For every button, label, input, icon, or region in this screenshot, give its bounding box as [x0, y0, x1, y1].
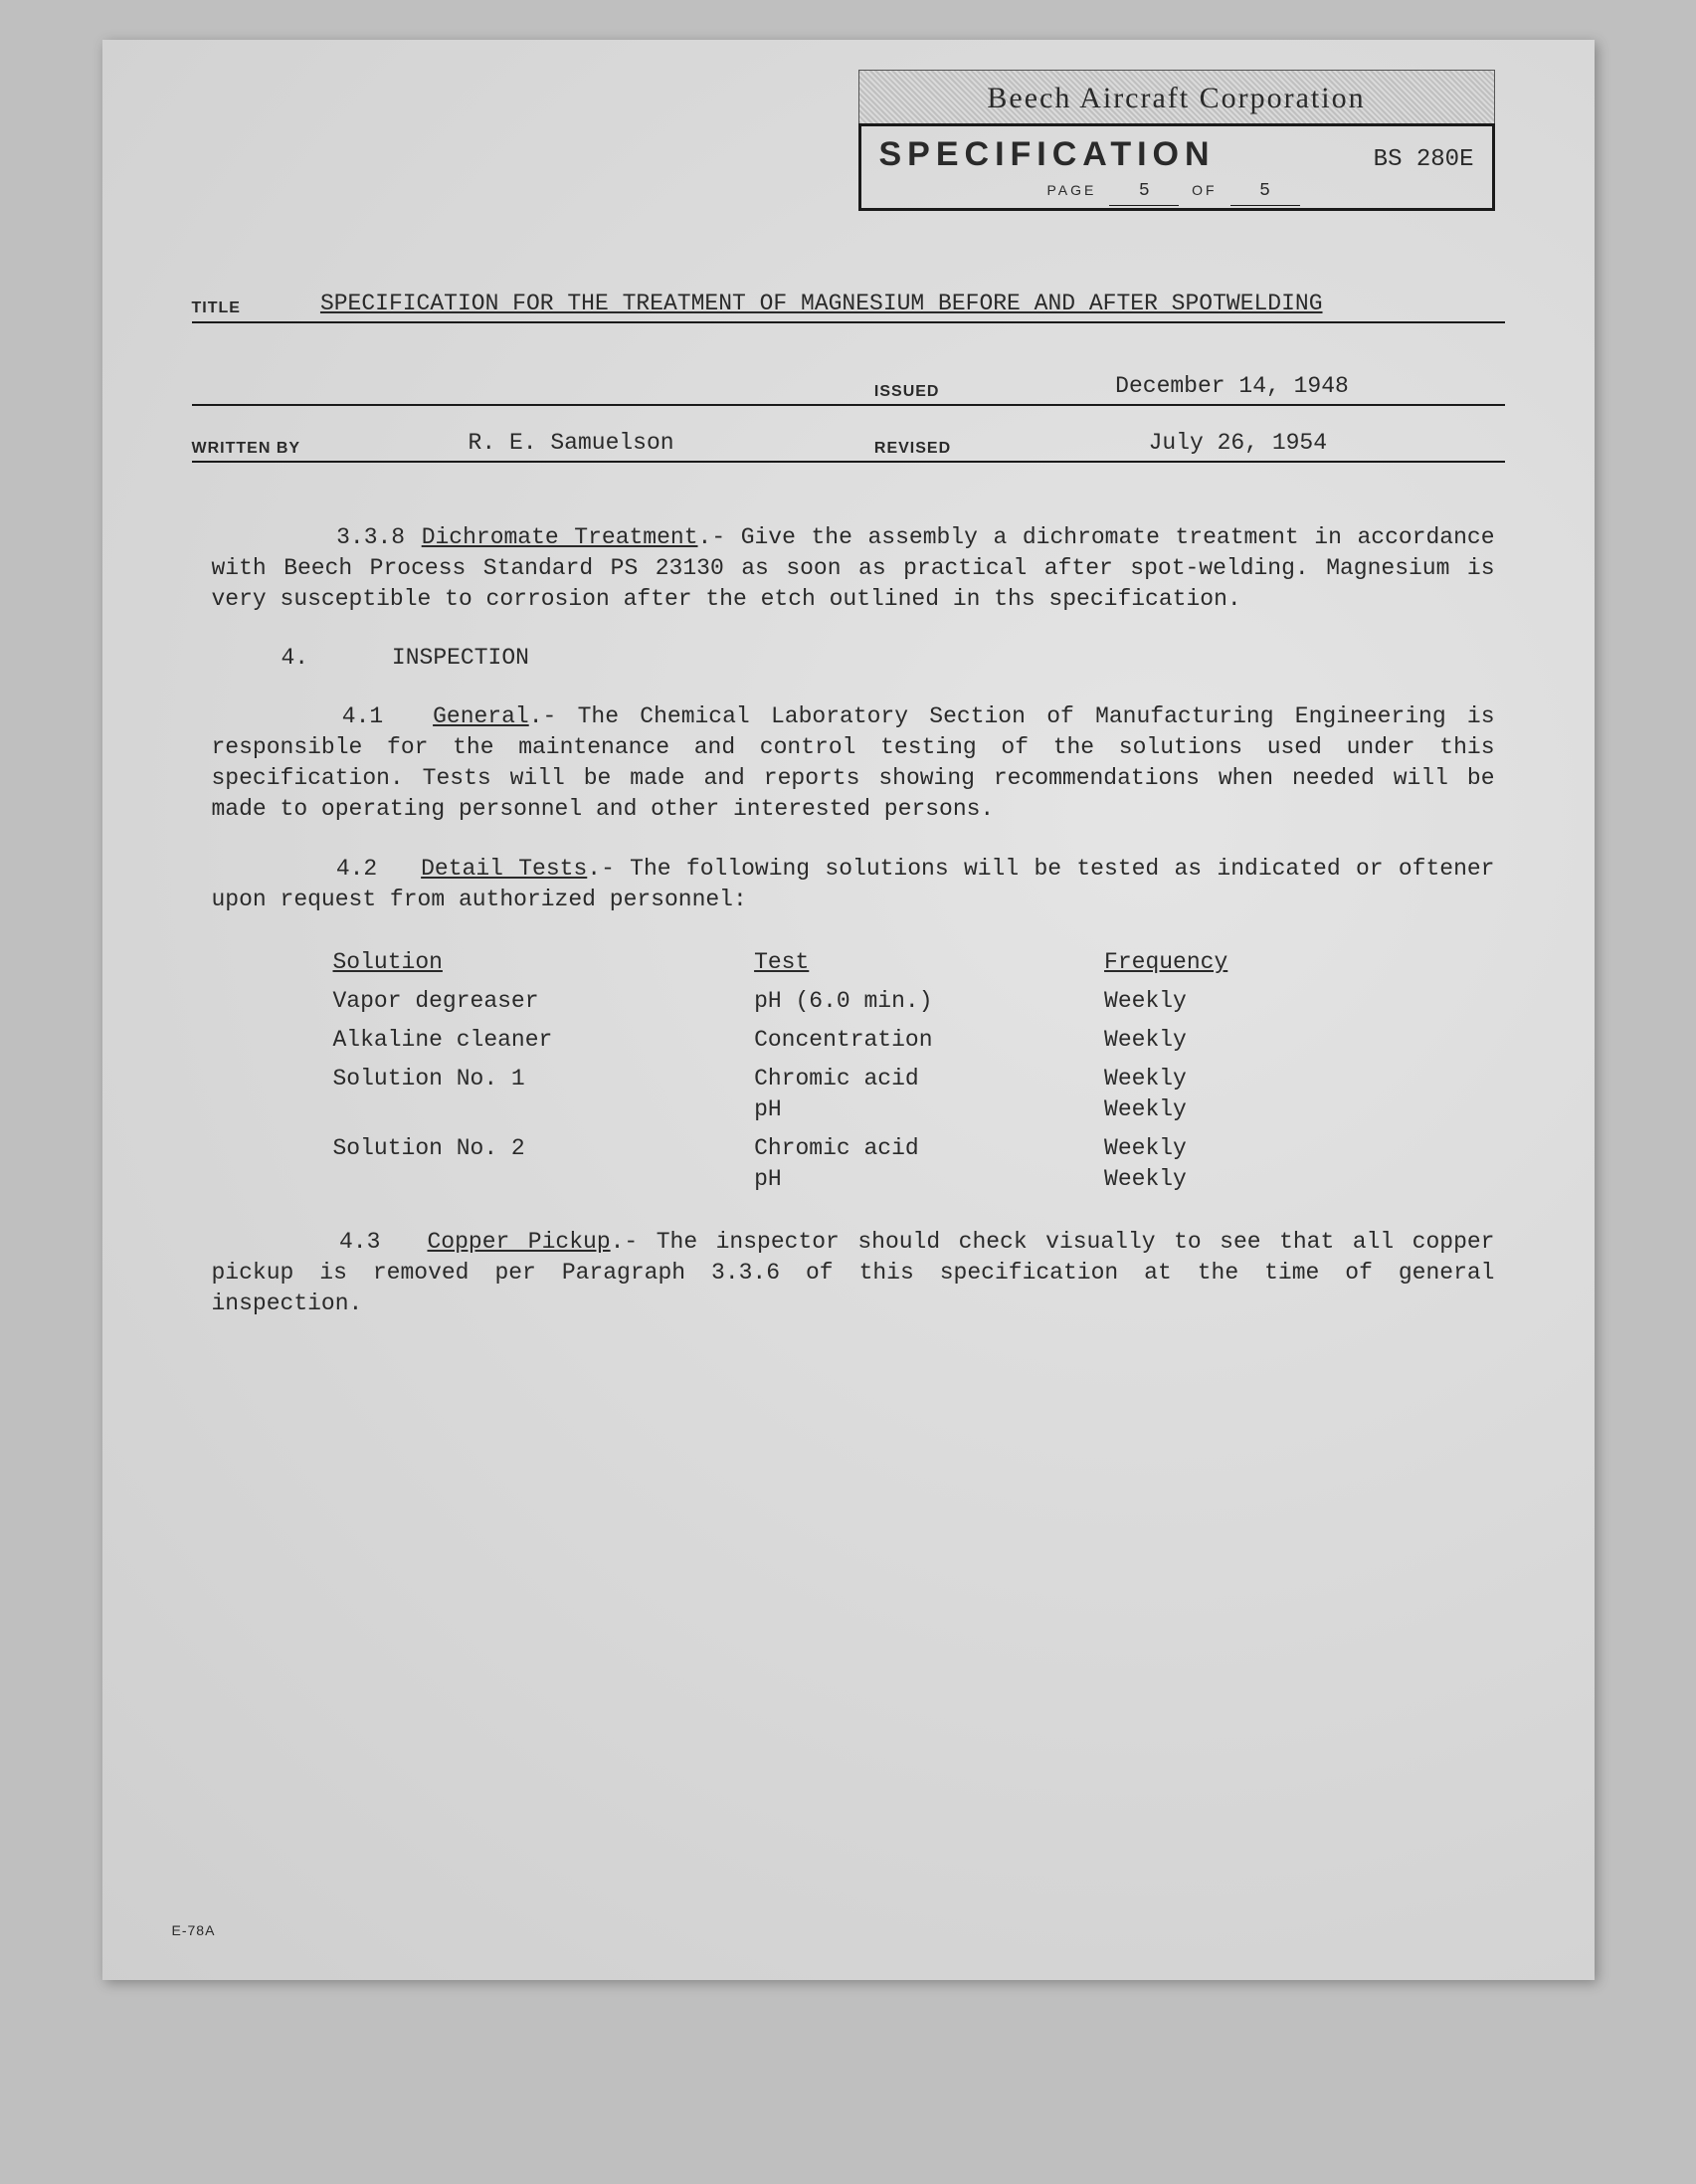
- written-by-pair: WRITTEN BY R. E. Samuelson: [192, 428, 823, 463]
- sec-head-42: Detail Tests: [421, 856, 587, 882]
- revised-pair: REVISED July 26, 1954: [874, 428, 1505, 463]
- cell-frequency: Weekly: [1092, 982, 1347, 1021]
- title-value: SPECIFICATION FOR THE TREATMENT OF MAGNE…: [261, 289, 1505, 319]
- page-counter: PAGE 5 OF 5: [879, 177, 1474, 205]
- spec-label: SPECIFICATION: [879, 132, 1216, 178]
- sec-head-43: Copper Pickup: [428, 1229, 611, 1255]
- table-row: Solution No. 1Chromic acid pHWeekly Week…: [321, 1060, 1348, 1129]
- sec-head-41: General: [433, 703, 529, 729]
- col-solution: Solution: [321, 943, 743, 982]
- issued-row: ISSUED December 14, 1948: [192, 371, 1505, 406]
- page-current: 5: [1109, 179, 1179, 205]
- sec-num-42: 4.2: [336, 854, 406, 885]
- written-by-value: R. E. Samuelson: [320, 428, 822, 459]
- meta-block: TITLE SPECIFICATION FOR THE TREATMENT OF…: [192, 289, 1505, 463]
- body-content: 3.3.8 Dichromate Treatment.- Give the as…: [192, 522, 1505, 1319]
- col-test-label: Test: [754, 949, 809, 975]
- sec-num-338: 3.3.8: [336, 522, 406, 553]
- header-block: Beech Aircraft Corporation SPECIFICATION…: [858, 70, 1495, 211]
- issued-value: December 14, 1948: [959, 371, 1504, 402]
- col-test: Test: [742, 943, 1092, 982]
- of-label: OF: [1192, 182, 1217, 198]
- specification-box: SPECIFICATION BS 280E PAGE 5 OF 5: [858, 123, 1495, 211]
- sec-num-41: 4.1: [342, 701, 412, 732]
- para-338: 3.3.8 Dichromate Treatment.- Give the as…: [212, 522, 1495, 615]
- sec-head-4: INSPECTION: [392, 645, 529, 671]
- written-by-label: WRITTEN BY: [192, 438, 321, 460]
- col-solution-label: Solution: [333, 949, 443, 975]
- cell-test: Chromic acid pH: [742, 1060, 1092, 1129]
- issued-pair: ISSUED December 14, 1948: [874, 371, 1505, 406]
- title-line: TITLE SPECIFICATION FOR THE TREATMENT OF…: [192, 289, 1505, 323]
- spec-row: SPECIFICATION BS 280E: [879, 132, 1474, 178]
- cell-solution: Solution No. 1: [321, 1060, 743, 1129]
- sec-num-43: 4.3: [339, 1227, 409, 1258]
- cell-solution: Vapor degreaser: [321, 982, 743, 1021]
- cell-solution: Solution No. 2: [321, 1129, 743, 1199]
- page-total: 5: [1230, 179, 1300, 205]
- col-frequency: Frequency: [1092, 943, 1347, 982]
- para-42: 4.2 Detail Tests.- The following solutio…: [212, 854, 1495, 915]
- cell-test: Chromic acid pH: [742, 1129, 1092, 1199]
- table-body: Vapor degreaserpH (6.0 min.)WeeklyAlkali…: [321, 982, 1348, 1199]
- table-row: Vapor degreaserpH (6.0 min.)Weekly: [321, 982, 1348, 1021]
- cell-frequency: Weekly Weekly: [1092, 1060, 1347, 1129]
- table-header-row: Solution Test Frequency: [321, 943, 1348, 982]
- form-code: E-78A: [172, 1921, 216, 1940]
- col-frequency-label: Frequency: [1104, 949, 1227, 975]
- cell-test: Concentration: [742, 1021, 1092, 1060]
- test-table: Solution Test Frequency Vapor degreaserp…: [321, 943, 1348, 1199]
- issued-label: ISSUED: [874, 381, 960, 403]
- corporation-name: Beech Aircraft Corporation: [858, 70, 1495, 123]
- sec-num-4: 4.: [282, 643, 351, 674]
- sec-head-338: Dichromate Treatment: [422, 524, 698, 550]
- table-row: Solution No. 2Chromic acid pHWeekly Week…: [321, 1129, 1348, 1199]
- cell-frequency: Weekly Weekly: [1092, 1129, 1347, 1199]
- revised-value: July 26, 1954: [971, 428, 1504, 459]
- title-label: TITLE: [192, 298, 261, 319]
- page-label: PAGE: [1047, 182, 1097, 198]
- table-row: Alkaline cleanerConcentrationWeekly: [321, 1021, 1348, 1060]
- author-row: WRITTEN BY R. E. Samuelson REVISED July …: [192, 428, 1505, 463]
- section-4-heading: 4. INSPECTION: [282, 643, 1495, 674]
- document-page: Beech Aircraft Corporation SPECIFICATION…: [102, 40, 1595, 1980]
- cell-solution: Alkaline cleaner: [321, 1021, 743, 1060]
- spec-number: BS 280E: [1374, 144, 1474, 176]
- revised-label: REVISED: [874, 438, 971, 460]
- cell-test: pH (6.0 min.): [742, 982, 1092, 1021]
- para-43: 4.3 Copper Pickup.- The inspector should…: [212, 1227, 1495, 1319]
- para-41: 4.1 General.- The Chemical Laboratory Se…: [212, 701, 1495, 825]
- cell-frequency: Weekly: [1092, 1021, 1347, 1060]
